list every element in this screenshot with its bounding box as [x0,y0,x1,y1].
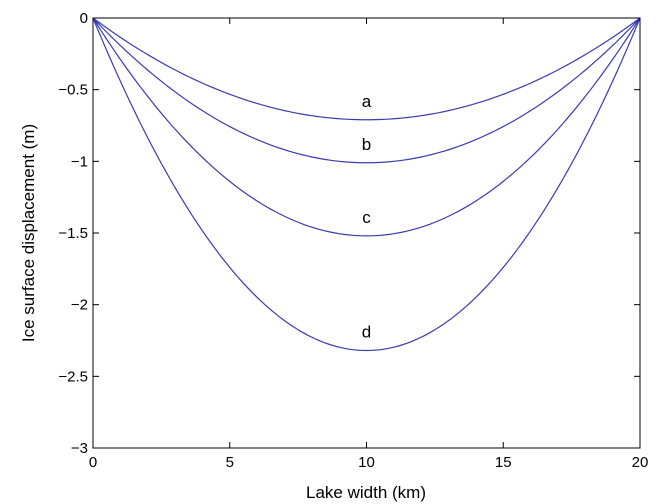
x-tick-label: 10 [358,454,375,471]
plot-frame [92,17,641,449]
y-tick-label: 0 [80,10,88,27]
y-tick-label: −2 [71,297,88,314]
curve-label-d: d [362,323,371,342]
y-tick-label: −3 [71,440,88,457]
x-tick-label: 5 [226,454,234,471]
y-tick-label: −1 [71,153,88,170]
curves-group [92,17,641,352]
x-tick-label: 0 [89,454,97,471]
x-tick-label: 20 [632,454,649,471]
y-tick-label: −2.5 [58,368,88,385]
series-line-b [92,17,641,164]
x-axis-title: Lake width (km) [306,483,426,502]
curve-label-a: a [362,92,372,111]
curve-label-c: c [362,208,371,227]
y-axis: 0 −0.5 −1 −1.5 −2 −2.5 −3 [58,10,640,457]
curve-labels: a b c d [362,92,372,342]
series-line-a [92,17,641,121]
y-axis-title: Ice surface displacement (m) [19,124,38,342]
series-line-c [92,17,641,237]
x-axis: 0 5 10 15 20 [89,18,649,471]
x-tick-label: 15 [495,454,512,471]
y-tick-label: −0.5 [58,82,88,99]
y-tick-label: −1.5 [58,225,88,242]
series-line-d [92,17,641,352]
curve-label-b: b [362,135,371,154]
